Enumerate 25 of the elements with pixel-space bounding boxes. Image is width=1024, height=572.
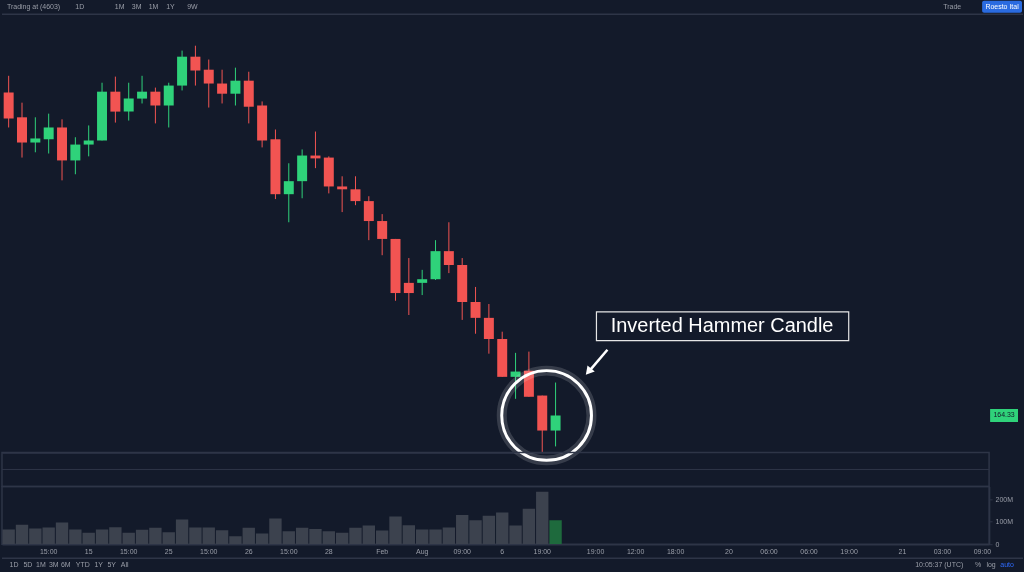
candlestick [217,69,228,104]
candlestick [470,286,481,335]
candlestick [337,175,348,213]
candlestick [350,175,361,206]
candlestick [417,269,428,296]
candlestick [443,221,454,274]
candlestick [363,195,374,241]
candlestick [230,67,241,106]
candlestick [110,76,121,124]
candlestick [190,45,201,87]
candlestick [30,116,41,153]
bar [549,520,562,545]
candlestick [137,75,148,104]
candlestick [70,136,81,175]
candlestick [203,59,214,109]
candlestick [150,87,161,124]
candlestick [163,82,174,128]
candlestick [283,162,294,223]
candlestick [483,303,494,355]
candlestick [123,82,134,122]
candlestick [83,124,94,157]
candlestick [43,113,54,155]
candlestick [403,257,414,316]
candlestick [377,213,388,256]
text: Inverted Hammer Candle [610,313,834,336]
